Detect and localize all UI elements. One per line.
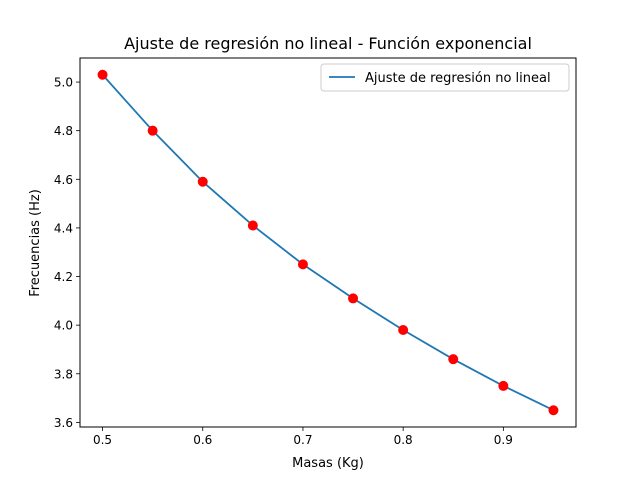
y-tick-label: 4.4 bbox=[54, 221, 73, 235]
legend: Ajuste de regresión no lineal bbox=[320, 63, 570, 92]
data-point bbox=[197, 176, 208, 187]
data-point bbox=[297, 259, 308, 270]
data-point bbox=[398, 325, 409, 336]
x-tick-label: 0.8 bbox=[394, 433, 413, 447]
x-tick-label: 0.5 bbox=[93, 433, 112, 447]
data-point bbox=[147, 125, 158, 136]
series-line-fit bbox=[101, 73, 555, 412]
y-tick-label: 3.6 bbox=[54, 416, 73, 430]
x-axis-label: Masas (Kg) bbox=[292, 456, 364, 471]
plot-area bbox=[97, 69, 559, 416]
y-tick-label: 4.0 bbox=[54, 319, 73, 333]
y-tick-label: 3.8 bbox=[54, 367, 73, 381]
data-point bbox=[548, 405, 559, 416]
legend-label: Ajuste de regresión no lineal bbox=[365, 71, 551, 86]
data-point bbox=[348, 293, 359, 304]
axis-ticks: 0.5 0.6 0.7 0.8 0.9 3.6 3.8 4.0 4.2 4.4 4.6 4.8 5.0 bbox=[54, 76, 513, 447]
y-axis-label: Frecuencias (Hz) bbox=[28, 189, 43, 297]
data-point bbox=[97, 69, 108, 80]
legend-box bbox=[320, 63, 570, 92]
x-tick-label: 0.7 bbox=[293, 433, 312, 447]
chart-title: Ajuste de regresión no lineal - Función … bbox=[124, 34, 532, 53]
y-tick-label: 5.0 bbox=[54, 76, 73, 90]
data-point bbox=[498, 380, 509, 391]
axes-frame bbox=[79, 57, 577, 428]
x-tick-label: 0.6 bbox=[193, 433, 212, 447]
x-tick-label: 0.9 bbox=[494, 433, 513, 447]
y-tick-label: 4.8 bbox=[54, 124, 73, 138]
data-point bbox=[247, 220, 258, 231]
y-tick-label: 4.2 bbox=[54, 270, 73, 284]
data-point bbox=[448, 354, 459, 365]
y-tick-label: 4.6 bbox=[54, 173, 73, 187]
